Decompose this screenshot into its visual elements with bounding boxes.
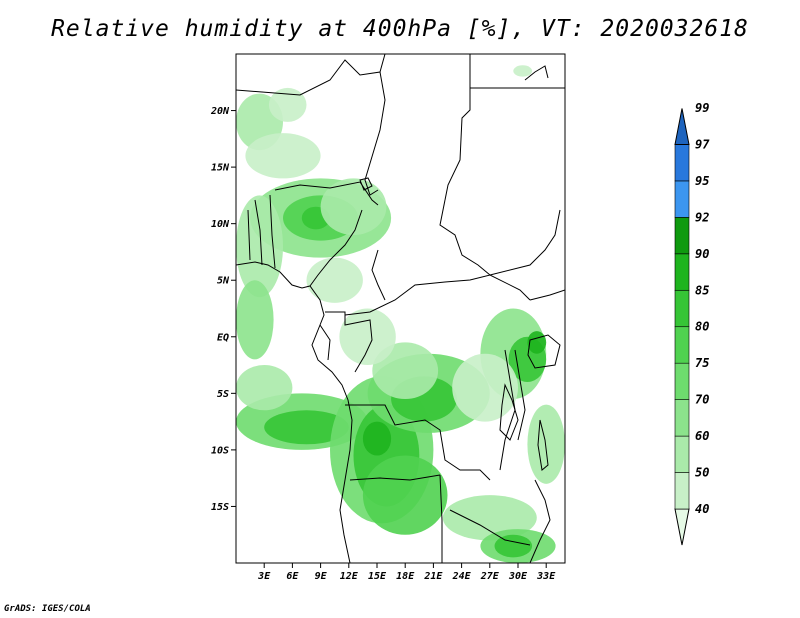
border-west-coast-states <box>247 194 276 269</box>
border-drc-south <box>345 404 491 481</box>
border-angola-namibia <box>349 474 441 481</box>
humidity-patch <box>494 534 533 558</box>
grads-credit: GrADS: IGES/COLA <box>4 604 91 614</box>
humidity-field <box>236 65 565 563</box>
lake-chad <box>359 177 373 191</box>
border-gabon-congo <box>319 324 331 361</box>
humidity-patch <box>320 178 387 235</box>
lon-tick-label: 15E <box>368 571 387 582</box>
colorbar-label: 99 <box>695 101 709 115</box>
country-borders <box>236 54 565 563</box>
humidity-patch <box>452 353 518 422</box>
colorbar-bin <box>674 508 690 546</box>
border-chad-car <box>371 249 386 301</box>
humidity-patch <box>306 257 363 303</box>
nile-delta-region <box>524 65 549 81</box>
border-mauritania-mali <box>236 54 386 96</box>
humidity-patch <box>236 365 293 411</box>
border-car-drc <box>344 274 531 316</box>
humidity-patch <box>236 280 274 360</box>
colorbar-label: 40 <box>695 502 709 516</box>
lat-tick-label: EQ <box>217 332 229 343</box>
colorbar-label: 80 <box>695 320 709 334</box>
humidity-patch <box>264 410 349 445</box>
lon-tick-label: 30E <box>508 571 528 582</box>
lon-tick-label: 21E <box>423 571 443 582</box>
colorbar-bin <box>674 180 690 218</box>
colorbar-label: 95 <box>695 174 709 188</box>
lon-tick-label: 24E <box>452 571 472 582</box>
colorbar: 40 50 60 70 75 80 85 90 92 95 97 99 <box>674 101 710 546</box>
colorbar-bin <box>674 326 690 364</box>
colorbar-label: 90 <box>695 247 709 261</box>
colorbar-bin <box>674 108 690 145</box>
lon-tick-label: 3E <box>257 571 271 582</box>
lake-tanganyika <box>499 383 519 441</box>
lake-victoria <box>527 334 561 369</box>
lon-tick-label: 9E <box>315 571 328 582</box>
colorbar-label: 50 <box>695 466 709 480</box>
border-namibia-botswana <box>439 474 443 563</box>
humidity-patch <box>513 65 533 77</box>
border-niger-algeria <box>364 71 386 196</box>
colorbar-label: 70 <box>695 393 709 407</box>
colorbar-bin <box>674 472 690 510</box>
humidity-patch <box>362 421 392 456</box>
border-south-sudan-east <box>529 289 565 301</box>
colorbar-bin <box>674 144 690 182</box>
colorbar-bin <box>674 435 690 473</box>
colorbar-label: 75 <box>695 356 709 370</box>
lat-tick-label: 15N <box>211 163 230 174</box>
humidity-patch <box>442 495 537 541</box>
lat-tick-label: 5S <box>217 389 229 400</box>
colorbar-label: 92 <box>695 210 709 224</box>
colorbar-label: 85 <box>695 283 709 297</box>
border-nigeria-cameroon <box>309 209 363 287</box>
humidity-patch <box>362 455 448 535</box>
border-libya-chad <box>444 54 471 201</box>
colorbar-label: 97 <box>695 137 710 151</box>
humidity-patch <box>268 87 307 122</box>
lon-tick-label: 18E <box>396 571 415 582</box>
lake-malawi <box>537 419 549 471</box>
longitude-axis: 3E 6E 9E 12E 15E 18E 21E 24E 27E 30E 33E <box>257 563 556 582</box>
colorbar-bin <box>674 253 690 291</box>
border-chad-sudan <box>439 199 491 276</box>
colorbar-bin <box>674 217 690 255</box>
map-title: Relative humidity at 400hPa [%], VT: 202… <box>51 16 749 42</box>
border-zambia-zimbabwe <box>449 509 531 546</box>
lat-tick-label: 15S <box>211 502 229 513</box>
lon-tick-label: 6E <box>286 571 299 582</box>
border-mozambique <box>529 479 551 563</box>
colorbar-bin <box>674 289 690 328</box>
humidity-patch <box>527 404 565 484</box>
lat-tick-label: 10N <box>211 219 230 230</box>
lon-tick-label: 33E <box>536 571 556 582</box>
humidity-patch <box>339 308 396 366</box>
humidity-patch <box>527 331 547 354</box>
lon-tick-label: 27E <box>480 571 500 582</box>
lon-tick-label: 12E <box>340 571 359 582</box>
colorbar-label: 60 <box>695 429 709 443</box>
colorbar-bin <box>674 362 690 400</box>
border-sudan-south-sudan <box>489 209 561 276</box>
humidity-patch <box>245 133 321 179</box>
map-frame <box>235 53 566 564</box>
border-congo-drc <box>325 311 373 373</box>
lat-tick-label: 10S <box>211 445 229 456</box>
coastline-west <box>236 261 353 563</box>
border-nigeria-niger <box>274 181 379 206</box>
humidity-patch <box>372 342 439 399</box>
lat-tick-label: 20N <box>210 106 230 117</box>
lat-tick-label: 5N <box>217 276 230 287</box>
colorbar-bin <box>674 399 690 437</box>
latitude-axis: 20N 15N 10N 5N EQ 5S 10S 15S <box>210 106 236 513</box>
